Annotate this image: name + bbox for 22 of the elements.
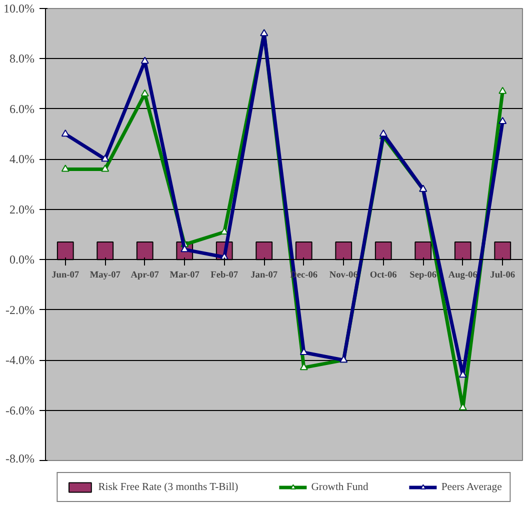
- x-tick-label: Mar-07: [170, 270, 200, 281]
- y-tick-label: 0.0%: [10, 252, 35, 267]
- y-tick-label: 2.0%: [10, 202, 35, 216]
- x-tick-label: Jun-07: [52, 270, 80, 281]
- x-tick-label: Jul-06: [490, 270, 516, 281]
- legend-label: Growth Fund: [311, 481, 368, 493]
- x-tick-label: May-07: [90, 270, 121, 281]
- y-tick-label: 10.0%: [4, 2, 35, 16]
- x-tick-label: Jan-07: [250, 270, 278, 281]
- x-tick-label: Apr-07: [130, 270, 160, 281]
- legend-label: Peers Average: [441, 481, 502, 493]
- legend-label: Risk Free Rate (3 months T-Bill): [98, 481, 238, 493]
- x-tick-label: Oct-06: [370, 270, 398, 281]
- y-tick-label: -8.0%: [6, 452, 35, 466]
- x-tick-label: Feb-07: [210, 270, 238, 281]
- y-tick-label: -4.0%: [6, 353, 35, 368]
- y-tick-label: -2.0%: [6, 302, 35, 317]
- x-tick-label: Sep-06: [410, 270, 437, 281]
- y-tick-label: 4.0%: [10, 152, 35, 166]
- y-tick-label: -6.0%: [6, 403, 35, 418]
- y-tick-label: 6.0%: [10, 102, 35, 116]
- y-tick-label: 8.0%: [10, 52, 35, 66]
